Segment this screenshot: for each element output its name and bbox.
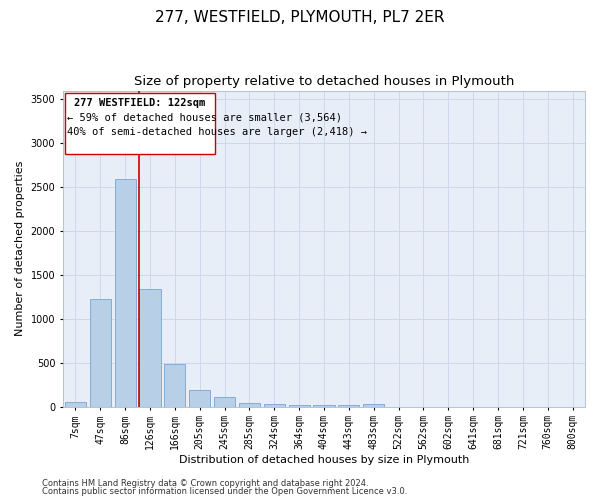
Text: Contains public sector information licensed under the Open Government Licence v3: Contains public sector information licen… bbox=[42, 487, 407, 496]
Bar bbox=[289, 405, 310, 406]
Text: 277, WESTFIELD, PLYMOUTH, PL7 2ER: 277, WESTFIELD, PLYMOUTH, PL7 2ER bbox=[155, 10, 445, 25]
Text: Contains HM Land Registry data © Crown copyright and database right 2024.: Contains HM Land Registry data © Crown c… bbox=[42, 478, 368, 488]
Bar bbox=[263, 404, 285, 406]
Bar bbox=[239, 402, 260, 406]
Y-axis label: Number of detached properties: Number of detached properties bbox=[15, 161, 25, 336]
Bar bbox=[214, 397, 235, 406]
Bar bbox=[313, 405, 335, 406]
Bar bbox=[338, 405, 359, 406]
Text: ← 59% of detached houses are smaller (3,564): ← 59% of detached houses are smaller (3,… bbox=[67, 112, 343, 122]
Bar bbox=[89, 298, 111, 406]
X-axis label: Distribution of detached houses by size in Plymouth: Distribution of detached houses by size … bbox=[179, 455, 469, 465]
Bar bbox=[139, 289, 161, 406]
Bar bbox=[189, 390, 210, 406]
Bar bbox=[164, 364, 185, 406]
Title: Size of property relative to detached houses in Plymouth: Size of property relative to detached ho… bbox=[134, 75, 514, 88]
FancyBboxPatch shape bbox=[65, 93, 215, 154]
Text: 40% of semi-detached houses are larger (2,418) →: 40% of semi-detached houses are larger (… bbox=[67, 128, 367, 138]
Bar bbox=[363, 404, 384, 406]
Bar bbox=[115, 179, 136, 406]
Text: 277 WESTFIELD: 122sqm: 277 WESTFIELD: 122sqm bbox=[74, 98, 205, 108]
Bar bbox=[65, 402, 86, 406]
